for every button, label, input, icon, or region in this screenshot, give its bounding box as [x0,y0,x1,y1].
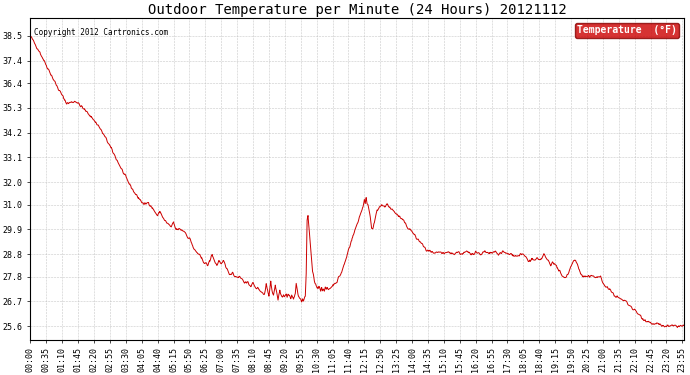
Legend: Temperature  (°F): Temperature (°F) [575,23,680,38]
Title: Outdoor Temperature per Minute (24 Hours) 20121112: Outdoor Temperature per Minute (24 Hours… [148,3,566,17]
Text: Copyright 2012 Cartronics.com: Copyright 2012 Cartronics.com [34,28,168,37]
